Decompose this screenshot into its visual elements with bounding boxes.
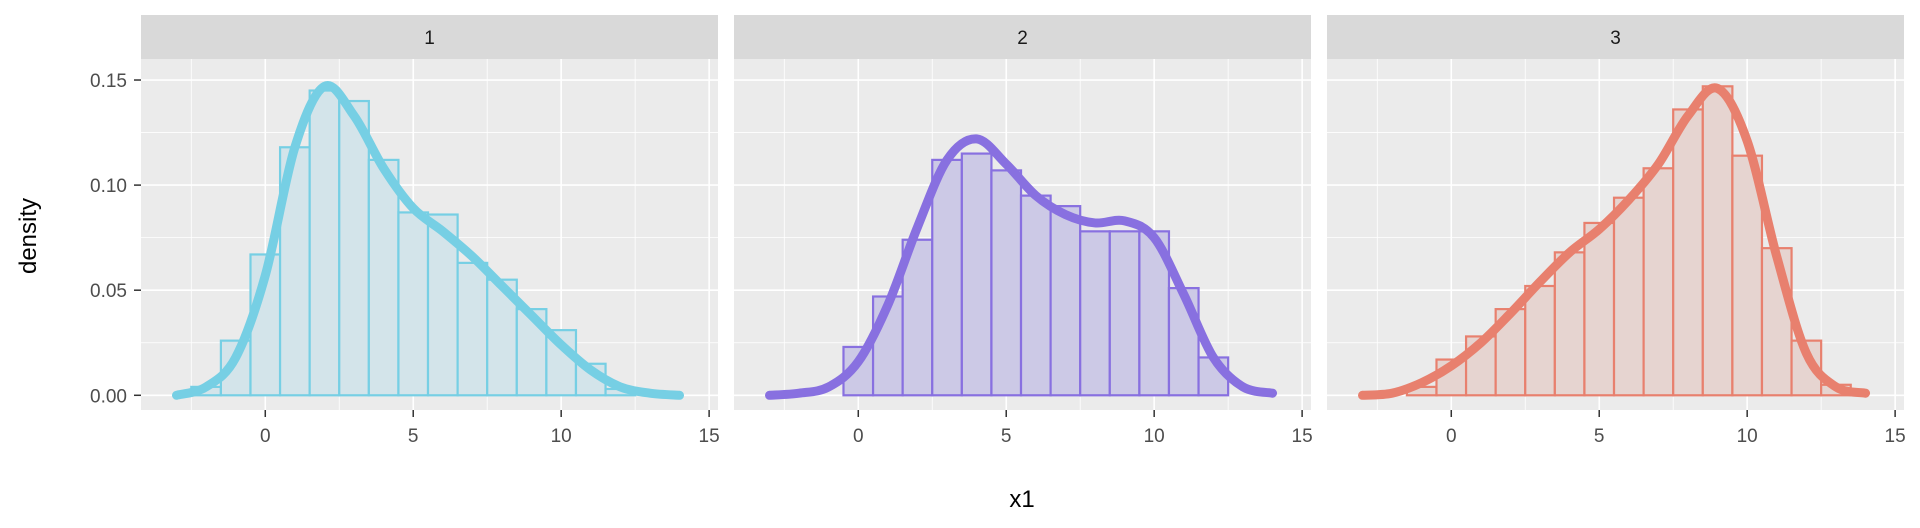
x-tick-label: 15 xyxy=(1885,426,1906,447)
histogram-bar xyxy=(1672,108,1704,397)
x-tick-label: 5 xyxy=(408,426,419,447)
histogram-bar xyxy=(1019,194,1052,397)
histogram-bar xyxy=(1583,221,1616,397)
x-axis: 0 5 10 15 xyxy=(853,410,1313,447)
facet-strip-label: 1 xyxy=(424,28,435,49)
histogram-bars xyxy=(842,152,1230,397)
histogram-bar xyxy=(1079,230,1111,397)
facet-strip-label: 2 xyxy=(1017,28,1028,49)
x-tick-label: 5 xyxy=(1594,426,1605,447)
x-tick-label: 15 xyxy=(699,426,720,447)
histogram-bar xyxy=(1108,230,1141,397)
y-tick-label: 0.15 xyxy=(90,71,127,92)
histogram-bar xyxy=(1701,85,1734,397)
facet-strip xyxy=(141,15,718,59)
x-tick-label: 0 xyxy=(1446,426,1457,447)
panel-3: 3 0 5 10 15 xyxy=(1327,15,1906,447)
histogram-bar xyxy=(1049,205,1082,397)
histogram-bar xyxy=(456,261,489,397)
x-tick-label: 10 xyxy=(1737,426,1758,447)
histogram-bar xyxy=(1524,284,1556,397)
panel-1: 10 5 10 15 xyxy=(141,15,720,447)
x-tick-label: 5 xyxy=(1001,426,1012,447)
histogram-bar xyxy=(1731,154,1764,397)
density-curve xyxy=(1358,83,1871,400)
y-axis: 0.00 0.05 0.10 0.15 xyxy=(90,71,141,407)
x-axis: 0 5 10 15 xyxy=(260,410,720,447)
histogram-bar xyxy=(901,238,934,397)
x-tick-label: 15 xyxy=(1292,426,1313,447)
histogram-bar xyxy=(1553,251,1586,397)
histogram-bar xyxy=(960,152,993,397)
x-axis-title: x1 xyxy=(1009,486,1034,513)
x-axis: 0 5 10 15 xyxy=(1446,410,1906,447)
x-tick-label: 10 xyxy=(551,426,572,447)
x-tick-label: 0 xyxy=(260,426,271,447)
facet-strip xyxy=(734,15,1311,59)
panel-2: 2 0 5 10 15 xyxy=(734,15,1313,447)
facet-strip-label: 3 xyxy=(1610,28,1621,49)
density-curve xyxy=(765,134,1278,400)
histogram-bars xyxy=(190,89,637,397)
histogram-bar xyxy=(1612,196,1645,397)
histogram-bar xyxy=(397,211,430,397)
y-tick-label: 0.00 xyxy=(90,386,127,407)
histogram-bar xyxy=(308,89,341,397)
histogram-bar xyxy=(367,158,400,397)
facet-strip xyxy=(1327,15,1904,59)
y-tick-label: 0.10 xyxy=(90,176,127,197)
x-tick-label: 0 xyxy=(853,426,864,447)
density-curve xyxy=(172,81,685,400)
x-tick-label: 10 xyxy=(1144,426,1165,447)
histogram-bar xyxy=(931,158,963,397)
histogram-bar xyxy=(1642,167,1675,397)
histogram-bar xyxy=(338,99,370,397)
y-axis-title: density xyxy=(15,198,42,274)
y-tick-label: 0.05 xyxy=(90,281,127,302)
histogram-bar xyxy=(990,169,1023,397)
